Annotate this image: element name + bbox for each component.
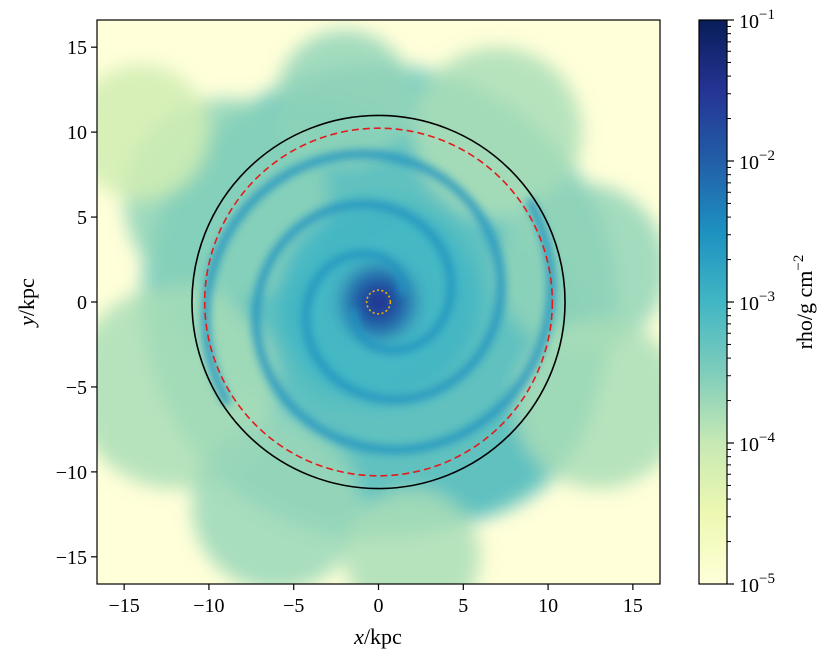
- colorbar: [698, 19, 728, 585]
- y-tick-label: 0: [77, 292, 87, 314]
- y-tick-label: 15: [67, 37, 87, 59]
- y-axis-ticks: −15 −10 −5 0 5 10 15: [56, 37, 97, 569]
- colorbar-tick-label: 10−1: [739, 7, 775, 33]
- y-tick-label: 10: [67, 122, 87, 144]
- colorbar-tick-label: 10−5: [739, 571, 775, 597]
- x-axis-ticks: −15 −10 −5 0 5 10 15: [108, 584, 643, 617]
- colorbar-label: rho/g cm−2: [791, 255, 817, 350]
- x-tick-label: −10: [193, 595, 224, 617]
- y-axis-label: y/kpc: [14, 278, 39, 328]
- y-tick-label: 5: [77, 207, 87, 229]
- colorbar-tick-label: 10−4: [739, 430, 775, 456]
- x-tick-label: 10: [538, 595, 558, 617]
- x-tick-label: 15: [623, 595, 643, 617]
- colorbar-tick-label: 10−2: [739, 148, 775, 174]
- density-map: [97, 20, 660, 584]
- x-tick-label: 0: [374, 595, 384, 617]
- inner-dotted-circle: [365, 289, 392, 315]
- x-axis-label: x/kpc: [353, 624, 402, 649]
- y-tick-label: −5: [66, 377, 87, 399]
- colorbar-ticks: 10−5 10−4 10−3 10−2 10−1: [727, 7, 775, 597]
- x-tick-label: −5: [283, 595, 304, 617]
- dashed-circle: [203, 127, 554, 477]
- outer-circle: [191, 114, 566, 490]
- x-tick-label: −15: [108, 595, 139, 617]
- y-tick-label: −10: [56, 462, 87, 484]
- colorbar-tick-label: 10−3: [739, 289, 775, 315]
- y-tick-label: −15: [56, 547, 87, 569]
- x-tick-label: 5: [458, 595, 468, 617]
